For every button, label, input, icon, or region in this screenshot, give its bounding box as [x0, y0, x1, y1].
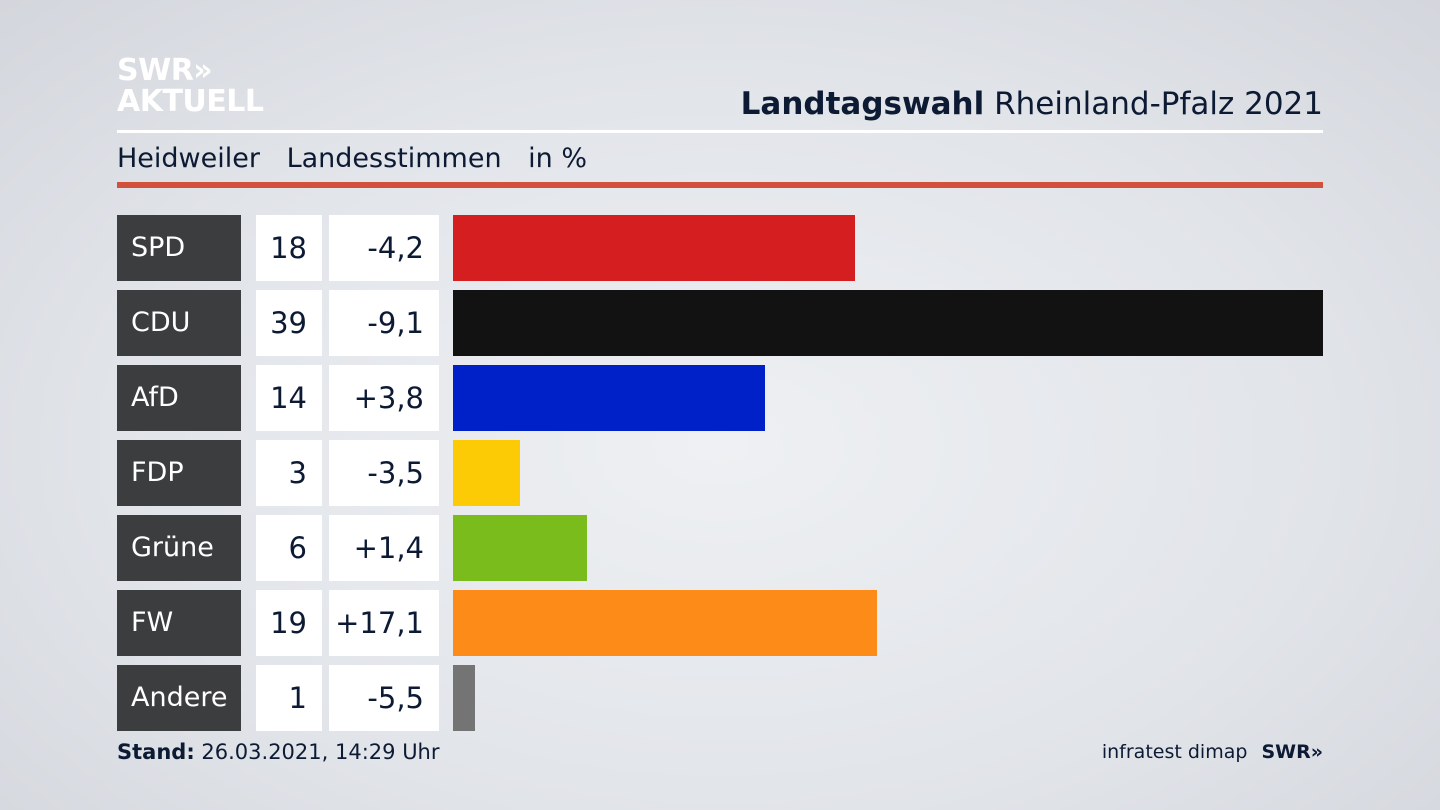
bar [453, 215, 855, 281]
bar [453, 290, 1323, 356]
accent-divider [117, 182, 1323, 188]
diff-label: -4,2 [329, 215, 439, 281]
logo-line-2: AKTUELL [117, 84, 264, 119]
diff-label: +17,1 [329, 590, 439, 656]
title-rest: Rheinland-Pfalz 2021 [994, 86, 1323, 122]
value-label: 1 [256, 665, 322, 731]
value-label: 18 [256, 215, 322, 281]
party-label: CDU [117, 290, 241, 356]
subtitle-place: Heidweiler [117, 143, 260, 174]
value-label: 6 [256, 515, 322, 581]
bar [453, 365, 765, 431]
value-label: 19 [256, 590, 322, 656]
subtitle-unit: in % [528, 143, 588, 174]
party-label: FDP [117, 440, 241, 506]
stand-label: Stand: [117, 740, 195, 764]
value-label: 39 [256, 290, 322, 356]
bar [453, 665, 475, 731]
diff-label: +1,4 [329, 515, 439, 581]
timestamp: Stand: 26.03.2021, 14:29 Uhr [117, 740, 440, 764]
source-credit: infratest dimap SWR» [1102, 741, 1323, 763]
diff-label: -9,1 [329, 290, 439, 356]
brand-logo: SWR» [1261, 741, 1323, 763]
stand-value: 26.03.2021, 14:29 Uhr [201, 740, 440, 764]
header-divider [117, 130, 1323, 133]
page-title: Landtagswahl Rheinland-Pfalz 2021 [741, 86, 1323, 122]
subtitle-type: Landesstimmen [286, 143, 502, 174]
value-label: 3 [256, 440, 322, 506]
party-label: AfD [117, 365, 241, 431]
party-label: Andere [117, 665, 241, 731]
bar [453, 515, 587, 581]
logo-line-1: SWR» [117, 53, 213, 88]
party-label: SPD [117, 215, 241, 281]
party-label: FW [117, 590, 241, 656]
diff-label: -3,5 [329, 440, 439, 506]
swr-aktuell-logo: SWR» AKTUELL [117, 55, 264, 117]
source-label: infratest dimap [1101, 741, 1248, 763]
diff-label: -5,5 [329, 665, 439, 731]
diff-label: +3,8 [329, 365, 439, 431]
party-label: Grüne [117, 515, 241, 581]
bar [453, 440, 520, 506]
subtitle: Heidweiler Landesstimmen in % [117, 143, 605, 174]
bar [453, 590, 877, 656]
title-bold: Landtagswahl [740, 86, 985, 122]
value-label: 14 [256, 365, 322, 431]
